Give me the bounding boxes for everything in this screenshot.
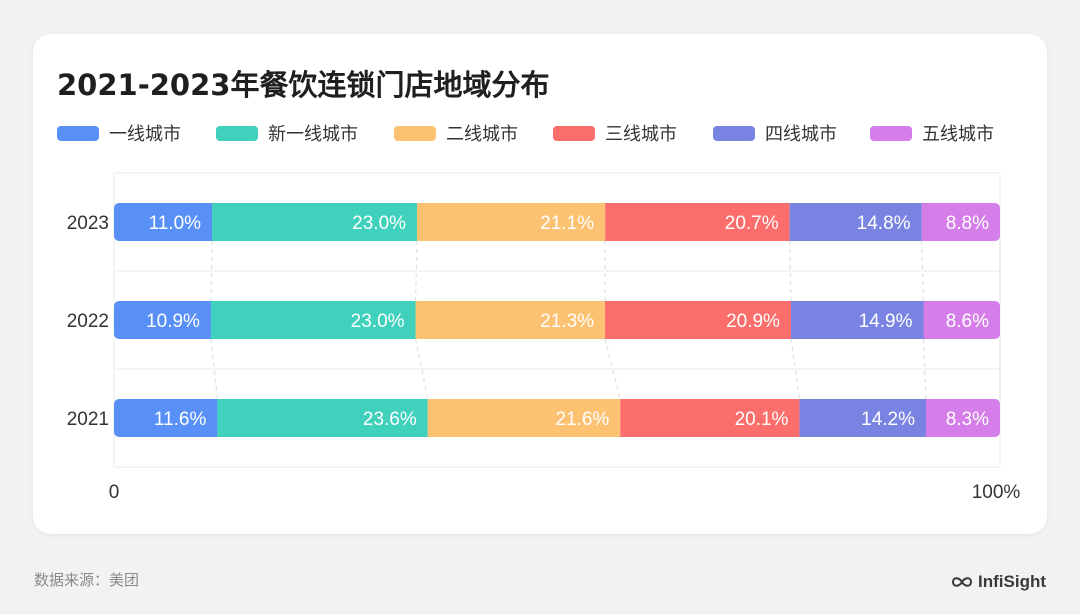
data-label: 10.9%: [146, 311, 200, 332]
connector-line: [790, 338, 801, 400]
legend-label: 四线城市: [765, 124, 837, 145]
legend-item: 四线城市: [713, 120, 837, 146]
data-label: 20.9%: [726, 311, 780, 332]
bar-segment: [212, 203, 418, 241]
legend-swatch: [216, 125, 258, 141]
bar-segment: [790, 301, 924, 339]
x-tick-label: 0: [109, 482, 120, 503]
bar-segment: [926, 399, 1000, 437]
legend-label: 二线城市: [446, 124, 518, 145]
legend-item: 五线城市: [870, 120, 994, 146]
legend-item: 二线城市: [394, 120, 518, 146]
bar-segment: [114, 301, 211, 339]
connector-line: [210, 338, 218, 400]
legend-item: 三线城市: [553, 120, 677, 146]
y-tick-label: 2021: [67, 409, 109, 430]
data-label: 20.7%: [725, 213, 779, 234]
bar-segment: [417, 203, 606, 241]
data-label: 11.6%: [154, 409, 207, 430]
data-label: 8.6%: [946, 311, 989, 332]
legend-item: 新一线城市: [216, 120, 358, 146]
connector-line: [789, 240, 792, 302]
bar-segment: [415, 301, 606, 339]
connector-line: [414, 240, 418, 302]
legend-swatch: [870, 125, 912, 141]
connector-line: [210, 240, 213, 302]
data-label: 14.8%: [857, 213, 911, 234]
data-label: 14.9%: [859, 311, 913, 332]
bar-row: [114, 301, 1000, 339]
connector-line: [414, 338, 429, 400]
bar-segment: [620, 399, 800, 437]
legend-swatch: [394, 125, 436, 141]
bar-segment: [114, 399, 218, 437]
bar-segment: [427, 399, 621, 437]
data-label: 14.2%: [861, 409, 915, 430]
chart-card: 2021-2023年餐饮连锁门店地域分布 一线城市 新一线城市 二线城市 三线城市 四线…: [33, 34, 1047, 534]
data-label: 8.8%: [946, 213, 989, 234]
data-source: 数据来源：美团: [34, 571, 140, 589]
data-label: 21.1%: [540, 213, 594, 234]
legend-swatch: [57, 125, 99, 141]
legend-label: 新一线城市: [268, 124, 358, 145]
data-label: 23.0%: [351, 311, 405, 332]
bar-segment: [605, 301, 791, 339]
legend-label: 三线城市: [605, 124, 677, 145]
bar-segment: [605, 203, 790, 241]
legend-label: 一线城市: [109, 124, 181, 145]
brand-name: InfiSight: [978, 572, 1046, 591]
data-label: 20.1%: [735, 409, 789, 430]
legend-swatch: [713, 125, 755, 141]
data-label: 21.3%: [540, 311, 594, 332]
connector-line: [920, 240, 925, 302]
bar-segment: [921, 203, 1000, 241]
brand-logo: InfiSight: [950, 572, 1046, 592]
data-label: 23.0%: [352, 213, 406, 234]
bar-segment: [210, 301, 416, 339]
bar-segment: [114, 203, 213, 241]
data-label: 23.6%: [363, 409, 417, 430]
data-label: 11.0%: [149, 213, 202, 234]
data-label: 21.6%: [555, 409, 609, 430]
bar-segment: [217, 399, 428, 437]
chart-title: 2021-2023年餐饮连锁门店地域分布: [57, 68, 550, 102]
connector-line: [604, 338, 621, 400]
bar-segment: [789, 203, 922, 241]
connector-line: [922, 338, 927, 400]
data-label: 8.3%: [946, 409, 989, 430]
legend-swatch: [553, 125, 595, 141]
legend: 一线城市 新一线城市 二线城市 三线城市 四线城市 五线城市: [57, 120, 1037, 146]
bar-row: [114, 399, 1000, 437]
legend-item: 一线城市: [57, 120, 181, 146]
y-tick-label: 2023: [67, 213, 109, 234]
y-tick-label: 2022: [67, 311, 109, 332]
bar-row: [114, 203, 1000, 241]
infinity-icon: [952, 577, 973, 587]
bar-segment: [923, 301, 1000, 339]
legend-label: 五线城市: [922, 124, 994, 145]
bar-segment: [799, 399, 927, 437]
x-tick-label: 100%: [972, 482, 1021, 503]
